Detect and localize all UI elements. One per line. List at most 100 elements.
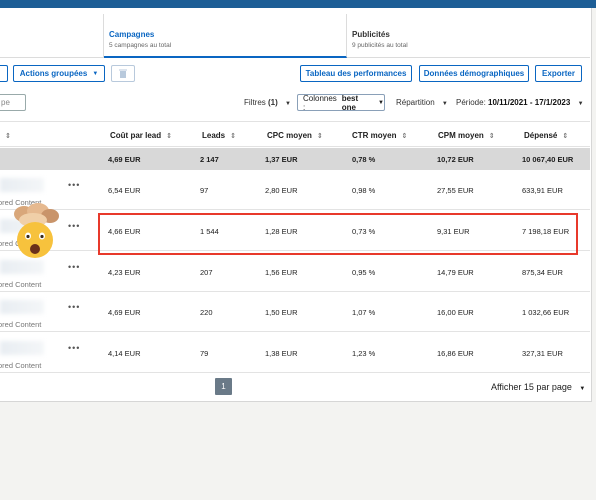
table-cell: 1,50 EUR	[265, 308, 298, 317]
col-label: CTR moyen	[352, 131, 397, 140]
chevron-down-icon: ▼	[579, 386, 586, 392]
table-cell: 4,66 EUR	[108, 227, 141, 236]
col-ctr-moyen[interactable]: CTR moyen ⇕	[352, 131, 407, 140]
table-cell: 16,00 EUR	[437, 308, 474, 317]
table-cell: 27,55 EUR	[437, 186, 474, 195]
table-cell: 1 032,66 EUR	[522, 308, 570, 317]
tab-publicites-subtitle: 9 publicités au total	[352, 42, 408, 49]
breakdown-label: Répartition	[396, 98, 435, 107]
export-button[interactable]: Exporter	[535, 65, 582, 82]
table-cell: 14,79 EUR	[437, 268, 474, 277]
table-cell: 1,28 EUR	[265, 227, 298, 236]
col-label: Leads	[202, 131, 226, 140]
performance-chart-button[interactable]: Tableau des performances	[300, 65, 412, 82]
trash-icon	[119, 69, 127, 78]
total-cell: 10,72 EUR	[437, 155, 474, 164]
ad-format-label: ored Content	[0, 198, 42, 207]
total-cell: 4,69 EUR	[108, 155, 141, 164]
search-input[interactable]: pe	[0, 94, 26, 111]
ad-format-label: ored Content	[0, 361, 42, 370]
table-cell: 0,73 %	[352, 227, 376, 236]
table-cell: 207	[200, 268, 213, 277]
tab-campagnes-title: Campagnes	[109, 30, 155, 39]
tabs-bar: Campagnes 5 campagnes au total Publicité…	[0, 14, 590, 58]
sort-icon: ⇕	[5, 133, 11, 140]
sort-icon: ⇕	[316, 133, 323, 140]
table-cell: 79	[200, 349, 209, 358]
chevron-down-icon: ▼	[378, 99, 384, 106]
table-row[interactable]: ored Content ••• 4,14 EUR 79 1,38 EUR 1,…	[0, 333, 590, 373]
campaign-name-blurred	[0, 300, 44, 314]
table-header: ⇕ Coût par lead ⇕ Leads ⇕ CPC moyen ⇕ CTR m…	[0, 121, 590, 147]
table-cell: 1,38 EUR	[265, 349, 298, 358]
col-depense[interactable]: Dépensé ⇕	[524, 131, 568, 140]
chevron-down-icon: ▼	[577, 101, 584, 107]
ad-format-label: ored Content	[0, 320, 42, 329]
chevron-down-icon: ▼	[441, 101, 448, 107]
breakdown-dropdown[interactable]: Répartition ▼	[396, 98, 448, 107]
columns-label: Colonnes :	[303, 93, 337, 112]
table-cell: 220	[200, 308, 213, 317]
col-label: CPC moyen	[267, 131, 312, 140]
bulk-actions-label: Actions groupées	[19, 69, 88, 78]
table-cell: 4,69 EUR	[108, 308, 141, 317]
name-sort-icon[interactable]: ⇕	[0, 131, 11, 140]
delete-button[interactable]	[111, 65, 135, 82]
sort-icon: ⇕	[230, 133, 236, 140]
sort-icon: ⇕	[562, 133, 569, 140]
table-cell: 0,98 %	[352, 186, 376, 195]
totals-row: 4,69 EUR 2 147 1,37 EUR 0,78 % 10,72 EUR…	[0, 148, 590, 170]
page-1-button[interactable]: 1	[215, 378, 232, 395]
chevron-down-icon: ▼	[285, 101, 291, 107]
col-cout-par-lead[interactable]: Coût par lead ⇕	[110, 131, 172, 140]
per-page-label: Afficher 15 par page	[491, 382, 572, 392]
total-cell: 2 147	[200, 155, 219, 164]
more-icon[interactable]: •••	[68, 180, 81, 190]
table-row[interactable]: ored Content ••• 4,69 EUR 220 1,50 EUR 1…	[0, 292, 590, 332]
ad-format-label: ored Content	[0, 280, 42, 289]
table-row[interactable]: ored Content ••• 6,54 EUR 97 2,80 EUR 0,…	[0, 170, 590, 210]
filters-count: (1)	[268, 98, 278, 107]
col-cpm-moyen[interactable]: CPM moyen ⇕	[438, 131, 495, 140]
tab-groups[interactable]	[0, 14, 104, 58]
col-leads[interactable]: Leads ⇕	[202, 131, 236, 140]
bulk-actions-button[interactable]: Actions groupées ▼	[13, 65, 105, 82]
sort-icon: ⇕	[401, 133, 408, 140]
table-cell: 1,23 %	[352, 349, 376, 358]
more-icon[interactable]: •••	[68, 262, 81, 272]
table-cell: 327,31 EUR	[522, 349, 563, 358]
highlight-box	[98, 213, 578, 255]
date-range-picker[interactable]: Période: 10/11/2021 - 17/1/2023 ▼	[456, 98, 584, 107]
table-row[interactable]: ored Content ••• 4,23 EUR 207 1,56 EUR 0…	[0, 252, 590, 292]
filters-dropdown[interactable]: Filtres (1) ▼	[244, 98, 291, 107]
col-label: Dépensé	[524, 131, 558, 140]
col-cpc-moyen[interactable]: CPC moyen ⇕	[267, 131, 323, 140]
table-cell: 97	[200, 186, 209, 195]
more-icon[interactable]: •••	[68, 343, 81, 353]
tab-campagnes-subtitle: 5 campagnes au total	[109, 42, 172, 49]
more-icon[interactable]: •••	[68, 221, 81, 231]
date-range-value: 10/11/2021 - 17/1/2023	[488, 98, 571, 107]
more-icon[interactable]: •••	[68, 302, 81, 312]
sort-icon: ⇕	[166, 133, 172, 140]
per-page-dropdown[interactable]: Afficher 15 par page ▼	[491, 382, 585, 392]
table-cell: 1,07 %	[352, 308, 376, 317]
campaign-name-blurred	[0, 260, 44, 274]
col-label: CPM moyen	[438, 131, 484, 140]
table-cell: 0,95 %	[352, 268, 376, 277]
exploding-head-emoji	[14, 203, 59, 258]
total-cell: 1,37 EUR	[265, 155, 298, 164]
table-cell: 16,86 EUR	[437, 349, 474, 358]
filters-label: Filtres	[244, 98, 266, 107]
demographics-button[interactable]: Données démographiques	[419, 65, 529, 82]
tab-publicites[interactable]: Publicités 9 publicités au total	[347, 14, 590, 58]
create-button[interactable]	[0, 65, 8, 82]
columns-dropdown[interactable]: Colonnes : best one ▼	[297, 93, 385, 112]
table-cell: 1 544	[200, 227, 219, 236]
chevron-down-icon: ▼	[92, 70, 99, 77]
col-label: Coût par lead	[110, 131, 162, 140]
table-cell: 1,56 EUR	[265, 268, 298, 277]
columns-value: best one	[341, 93, 359, 112]
table-cell: 9,31 EUR	[437, 227, 470, 236]
tab-campagnes[interactable]: Campagnes 5 campagnes au total	[104, 14, 347, 58]
